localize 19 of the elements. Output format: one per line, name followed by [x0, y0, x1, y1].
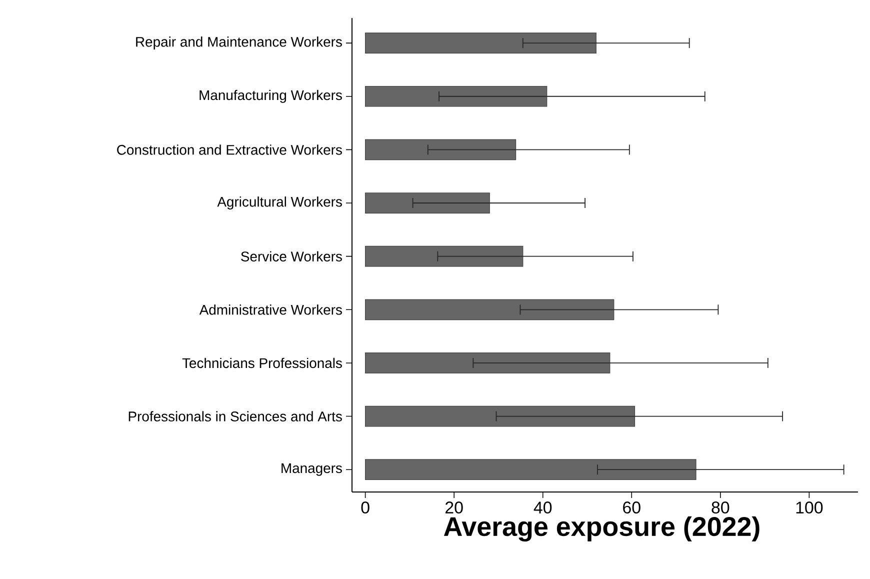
x-axis-title: Average exposure (2022) — [444, 516, 760, 542]
x-tick-label: 60 — [623, 502, 640, 514]
y-tick-label: Construction and Extractive Workers — [117, 144, 342, 155]
y-tick-label: Service Workers — [241, 251, 342, 262]
y-tick-label: Agricultural Workers — [217, 196, 342, 210]
x-tick-label: 40 — [534, 502, 552, 514]
y-tick-label: Professionals in Sciences and Arts — [128, 411, 342, 422]
bar — [365, 299, 614, 320]
x-tick-label: 100 — [796, 502, 823, 514]
y-tick-label: Repair and Maintenance Workers — [136, 36, 342, 50]
bar — [365, 459, 696, 480]
x-tick-label: 0 — [361, 502, 370, 514]
x-tick-label: 20 — [446, 502, 463, 514]
y-tick-label: Administrative Workers — [199, 304, 342, 315]
y-tick-label: Manufacturing Workers — [200, 90, 342, 103]
x-tick-label: 80 — [712, 502, 730, 514]
bar — [365, 32, 596, 54]
y-tick-label: Technicians Professionals — [182, 358, 342, 368]
y-tick-label: Managers — [282, 463, 342, 476]
